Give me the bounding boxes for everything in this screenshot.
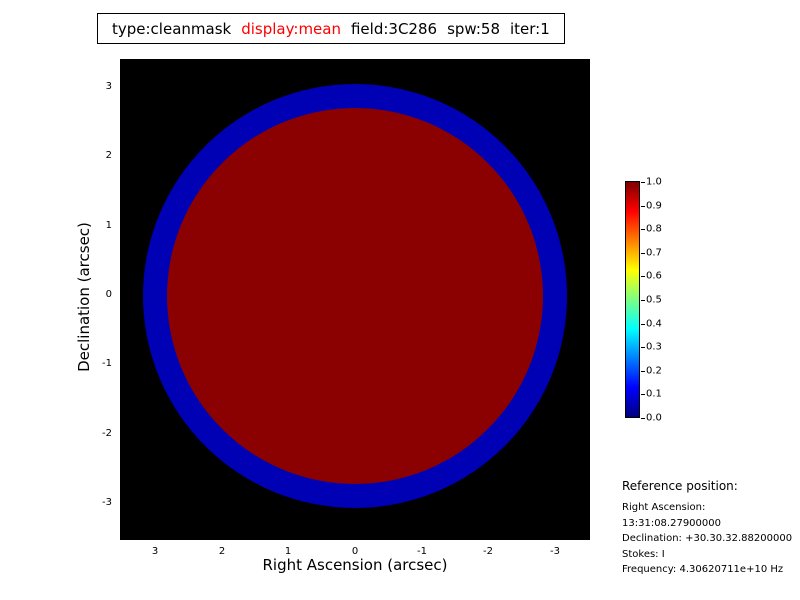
y-tick-label: -1 [102,358,112,369]
title-type: type:cleanmask [112,19,232,38]
mask-image [120,59,590,540]
x-tick-label: 3 [151,546,159,557]
colorbar-tick-label: 0.1 [646,388,662,400]
y-axis-label: Declination (arcsec) [75,222,93,372]
title-display: display:mean [241,19,341,38]
colorbar-tick-label: 0.0 [646,412,662,424]
reference-declination: Declination: +30.30.32.88200000 [622,533,793,544]
x-axis-label: Right Ascension (arcsec) [262,556,448,574]
colorbar-tick-mark [641,347,645,348]
colorbar-tick-label: 0.8 [646,223,662,235]
colorbar-tick-mark [641,229,645,230]
colorbar-tick-label: 0.9 [646,200,662,212]
title-iter: iter:1 [510,19,550,38]
title-box: type:cleanmask display:mean field:3C286 … [97,13,565,44]
colorbar-tick-label: 0.3 [646,341,662,353]
y-tick-label: 3 [105,81,112,92]
colorbar-tick-mark [641,182,645,183]
colorbar-tick-mark [641,394,645,395]
y-tick-label: -2 [102,428,112,439]
colorbar-tick-label: 1.0 [646,176,662,188]
y-tick-label: -3 [102,497,112,508]
colorbar-tick-label: 0.6 [646,270,662,282]
mask-core [167,108,543,484]
colorbar-tick-mark [641,324,645,325]
title-spw: spw:58 [447,19,500,38]
y-tick-label: 1 [105,220,112,231]
colorbar-tick-label: 0.2 [646,365,662,377]
title-field: field:3C286 [350,19,438,38]
x-tick-label: -2 [483,546,493,557]
reference-right-ascension: Right Ascension: 13:31:08.27900000 [622,502,721,529]
colorbar-tick-mark [641,418,645,419]
x-tick-label: -1 [417,546,427,557]
reference-heading: Reference position: [622,479,738,493]
colorbar-tick-label: 0.7 [646,247,662,259]
y-tick-label: 0 [105,289,112,300]
x-tick-label: -3 [550,546,560,557]
x-tick-label: 1 [284,546,292,557]
colorbar-tick-mark [641,276,645,277]
x-tick-label: 0 [351,546,359,557]
colorbar [625,181,640,418]
colorbar-tick-label: 0.5 [646,294,662,306]
reference-frequency: Frequency: 4.30620711e+10 Hz [622,564,784,575]
reference-stokes: Stokes: I [622,548,665,560]
colorbar-tick-mark [641,253,645,254]
colorbar-tick-label: 0.4 [646,318,662,330]
reference-position-block: Reference position: Right Ascension: 13:… [622,479,800,578]
colorbar-tick-mark [641,206,645,207]
colorbar-tick-mark [641,371,645,372]
x-tick-label: 2 [218,546,226,557]
y-tick-label: 2 [105,150,112,161]
colorbar-tick-mark [641,300,645,301]
